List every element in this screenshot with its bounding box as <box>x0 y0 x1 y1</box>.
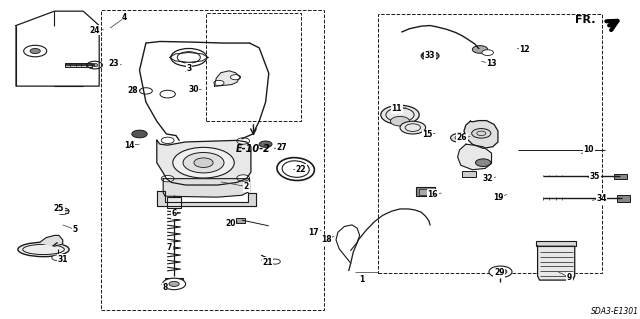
Text: 14: 14 <box>124 141 134 150</box>
Polygon shape <box>214 71 240 86</box>
Bar <box>65 63 92 67</box>
Circle shape <box>161 137 174 144</box>
Text: 13: 13 <box>486 59 497 68</box>
Text: 1: 1 <box>359 275 364 284</box>
Text: 24: 24 <box>90 26 100 35</box>
Text: 18: 18 <box>321 235 332 244</box>
Text: 23: 23 <box>109 59 119 68</box>
Polygon shape <box>464 121 498 148</box>
Text: 3: 3 <box>186 64 191 73</box>
Text: 10: 10 <box>584 145 594 154</box>
Circle shape <box>140 88 152 94</box>
Text: 9: 9 <box>567 273 572 282</box>
Circle shape <box>214 80 224 85</box>
Circle shape <box>132 130 147 138</box>
Text: 4: 4 <box>122 13 127 22</box>
Ellipse shape <box>18 242 69 256</box>
Circle shape <box>451 133 468 142</box>
Text: 28: 28 <box>128 86 138 95</box>
Circle shape <box>422 52 433 57</box>
Bar <box>419 189 433 195</box>
Bar <box>58 210 68 213</box>
Text: 5: 5 <box>73 225 78 234</box>
Circle shape <box>173 147 234 178</box>
Bar <box>462 171 476 177</box>
Text: 12: 12 <box>520 45 530 54</box>
Text: 15: 15 <box>422 130 433 139</box>
Bar <box>101 10 324 310</box>
Text: 26: 26 <box>457 133 467 142</box>
Polygon shape <box>157 140 251 185</box>
Text: 8: 8 <box>163 283 168 292</box>
Text: 33: 33 <box>425 51 435 60</box>
Text: 25: 25 <box>54 204 64 213</box>
Text: 27: 27 <box>276 143 287 152</box>
Circle shape <box>163 278 186 290</box>
Circle shape <box>194 158 213 167</box>
Text: 16: 16 <box>428 190 438 199</box>
Circle shape <box>476 159 491 167</box>
Polygon shape <box>163 179 250 197</box>
Text: 2: 2 <box>244 182 249 191</box>
Text: E-10-2: E-10-2 <box>236 144 271 154</box>
Text: 11: 11 <box>392 104 402 113</box>
Bar <box>236 218 245 223</box>
Bar <box>614 174 627 179</box>
Bar <box>167 197 181 208</box>
Circle shape <box>169 281 179 286</box>
Circle shape <box>183 152 224 173</box>
Circle shape <box>161 175 174 182</box>
Text: 32: 32 <box>483 174 493 183</box>
Bar <box>416 187 435 196</box>
Text: 35: 35 <box>590 172 600 181</box>
Text: 21: 21 <box>262 258 273 267</box>
Circle shape <box>160 90 175 98</box>
Circle shape <box>381 105 419 124</box>
Circle shape <box>489 266 512 278</box>
Text: 6: 6 <box>172 209 177 218</box>
Polygon shape <box>538 246 575 280</box>
Polygon shape <box>157 191 256 206</box>
Bar <box>378 14 602 273</box>
Circle shape <box>421 51 439 60</box>
Text: 31: 31 <box>58 255 68 263</box>
Circle shape <box>30 48 40 54</box>
Circle shape <box>494 269 507 275</box>
Circle shape <box>482 50 493 56</box>
Text: 34: 34 <box>596 194 607 203</box>
Bar <box>617 195 630 202</box>
Bar <box>165 278 183 281</box>
Circle shape <box>472 46 488 53</box>
Circle shape <box>472 129 491 138</box>
Text: 30: 30 <box>188 85 198 94</box>
Bar <box>536 241 576 246</box>
Circle shape <box>56 208 69 214</box>
Circle shape <box>230 75 241 80</box>
Bar <box>206 13 301 121</box>
Polygon shape <box>458 144 492 170</box>
Circle shape <box>92 63 98 67</box>
Text: 29: 29 <box>494 268 504 277</box>
Text: 7: 7 <box>167 243 172 252</box>
Text: SDA3-E1301: SDA3-E1301 <box>591 308 639 316</box>
Circle shape <box>270 259 280 264</box>
Circle shape <box>390 116 410 126</box>
Circle shape <box>237 175 250 181</box>
Text: FR.: FR. <box>575 15 595 25</box>
Polygon shape <box>40 235 63 246</box>
Circle shape <box>237 138 250 144</box>
Circle shape <box>52 255 63 261</box>
Circle shape <box>400 121 426 134</box>
Text: 20: 20 <box>225 219 236 228</box>
Text: 17: 17 <box>308 228 319 237</box>
Text: 22: 22 <box>296 165 306 174</box>
Circle shape <box>259 141 272 147</box>
Text: 19: 19 <box>493 193 503 202</box>
